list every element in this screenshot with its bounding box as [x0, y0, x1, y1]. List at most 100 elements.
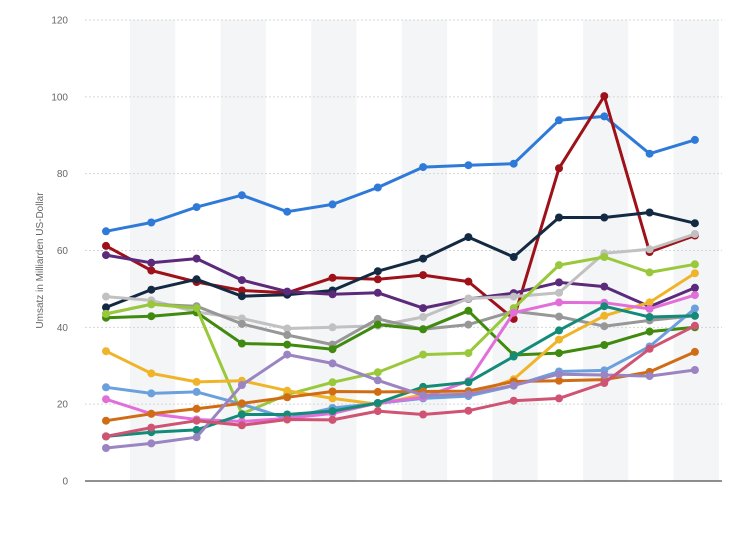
data-point: [237, 292, 246, 301]
data-point: [419, 271, 428, 280]
data-point: [237, 339, 246, 348]
series-line: [104, 255, 697, 416]
data-point: [283, 393, 292, 402]
data-point: [192, 404, 201, 413]
data-point: [419, 304, 428, 313]
data-point: [555, 312, 563, 321]
data-point: [419, 313, 428, 321]
data-point: [600, 311, 609, 320]
data-point: [509, 159, 518, 168]
data-point: [373, 288, 382, 297]
data-point: [419, 391, 428, 400]
data-point: [509, 292, 518, 301]
y-axis-title: Umsatz in Milliarden US-Dollar: [35, 192, 46, 329]
data-point: [419, 325, 428, 334]
series-3: [102, 208, 699, 312]
data-point: [102, 251, 110, 260]
data-point: [328, 407, 337, 416]
data-point: [600, 253, 609, 261]
data-point: [509, 352, 518, 361]
data-point: [328, 200, 337, 209]
data-point: [600, 379, 609, 387]
data-point: [509, 381, 518, 390]
data-point: [690, 347, 699, 356]
data-point: [464, 320, 473, 329]
data-point: [645, 245, 654, 254]
data-point: [690, 260, 699, 269]
data-point: [328, 415, 337, 424]
data-point: [373, 183, 382, 192]
data-point: [147, 369, 156, 378]
series-14: [102, 350, 699, 452]
data-point: [600, 302, 609, 311]
series-line: [104, 302, 697, 347]
data-point: [373, 368, 382, 377]
data-point: [192, 254, 201, 263]
data-point: [464, 406, 473, 415]
data-point: [464, 277, 473, 286]
y-tick-label: 40: [57, 323, 69, 334]
y-tick-label: 20: [57, 400, 69, 411]
series-line: [104, 309, 697, 357]
data-point: [102, 383, 110, 392]
data-point: [283, 350, 292, 359]
data-point: [690, 230, 699, 238]
data-point: [690, 366, 699, 374]
data-point: [600, 341, 609, 349]
data-point: [237, 191, 246, 200]
data-point: [328, 345, 337, 354]
data-point: [328, 273, 337, 282]
data-point: [373, 320, 382, 329]
data-point: [147, 300, 156, 309]
data-point: [373, 399, 382, 407]
data-point: [328, 359, 337, 368]
data-point: [690, 304, 699, 313]
data-point: [147, 218, 156, 227]
data-point: [147, 312, 156, 321]
series-13: [102, 347, 699, 425]
data-point: [283, 331, 292, 339]
data-point: [690, 269, 699, 278]
data-point: [373, 407, 382, 416]
data-point: [147, 266, 156, 275]
data-point: [373, 314, 382, 323]
data-point: [464, 233, 473, 242]
data-point: [600, 282, 609, 291]
data-point: [690, 283, 699, 292]
data-point: [600, 92, 609, 101]
data-point: [645, 313, 654, 321]
data-point: [192, 425, 201, 434]
data-point: [102, 347, 110, 356]
data-point: [464, 306, 473, 315]
data-point: [645, 298, 654, 307]
data-point: [147, 409, 156, 418]
data-point: [328, 323, 337, 332]
data-point: [645, 268, 654, 277]
y-tick-label: 80: [57, 169, 69, 180]
column-band: [673, 20, 719, 481]
data-point: [555, 213, 563, 222]
data-point: [328, 394, 337, 403]
data-point: [283, 207, 292, 216]
data-point: [192, 203, 201, 212]
data-point: [283, 324, 292, 333]
data-point: [102, 292, 110, 301]
data-point: [283, 386, 292, 395]
series-lines: [102, 92, 699, 452]
data-point: [600, 322, 609, 331]
data-point: [147, 389, 156, 398]
data-point: [192, 416, 201, 425]
data-point: [555, 376, 563, 385]
series-line: [104, 293, 697, 423]
data-point: [645, 344, 654, 353]
data-point: [237, 381, 246, 389]
data-point: [555, 326, 563, 335]
data-point: [237, 410, 246, 419]
series-line: [104, 350, 697, 423]
data-point: [464, 161, 473, 170]
data-point: [102, 444, 110, 452]
data-point: [464, 349, 473, 358]
data-point: [509, 308, 518, 317]
data-point: [645, 149, 654, 158]
data-point: [373, 376, 382, 385]
